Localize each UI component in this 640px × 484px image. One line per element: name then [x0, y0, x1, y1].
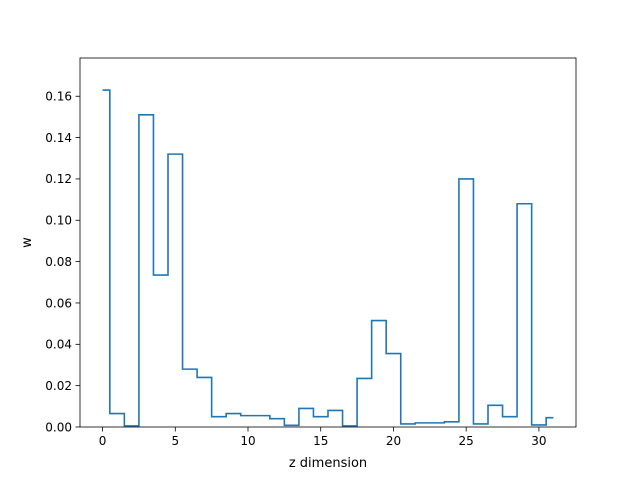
- y-tick-label: 0.00: [45, 420, 72, 434]
- y-tick-label: 0.02: [45, 379, 72, 393]
- y-tick-label: 0.04: [45, 338, 72, 352]
- x-tick-label: 30: [531, 434, 546, 448]
- y-tick-label: 0.14: [45, 131, 72, 145]
- y-tick-label: 0.16: [45, 90, 72, 104]
- x-tick-label: 15: [313, 434, 328, 448]
- x-tick-label: 25: [459, 434, 474, 448]
- y-tick-label: 0.08: [45, 255, 72, 269]
- y-tick-label: 0.06: [45, 296, 72, 310]
- y-tick-label: 0.12: [45, 172, 72, 186]
- x-axis-label: z dimension: [289, 456, 367, 471]
- x-tick-label: 10: [240, 434, 255, 448]
- y-tick-label: 0.10: [45, 214, 72, 228]
- y-axis-ticks: 0.00 0.02 0.04 0.06 0.08 0.10 0.12 0.14 0.16: [45, 90, 80, 434]
- plot-area: [79, 57, 577, 428]
- y-axis-label: w: [20, 237, 35, 248]
- plot-frame: [80, 58, 576, 427]
- series-layer: [102, 89, 554, 427]
- x-axis-ticks: 0 5 10 15 20 25 30: [99, 427, 547, 448]
- series-line-0: [102, 89, 554, 427]
- x-tick-label: 20: [386, 434, 401, 448]
- axes-spines: [79, 57, 577, 428]
- x-tick-label: 5: [171, 434, 179, 448]
- x-tick-label: 0: [99, 434, 107, 448]
